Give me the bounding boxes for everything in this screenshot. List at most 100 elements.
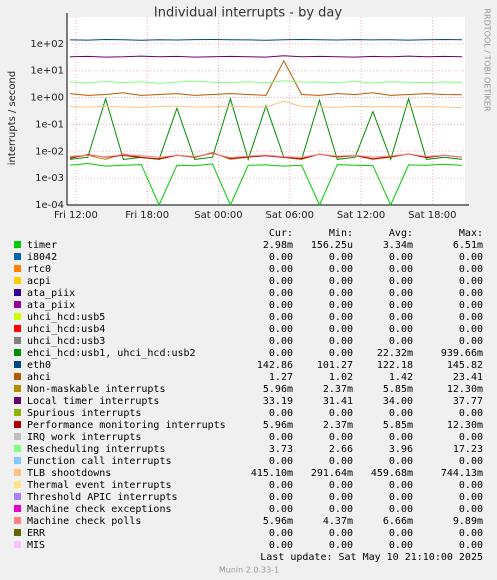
plot-area: [67, 17, 465, 205]
legend-label: IRQ work interrupts: [27, 432, 141, 443]
legend-value: 0.00: [389, 288, 413, 299]
legend-value: 0.00: [269, 492, 293, 503]
legend-value: 0.00: [459, 528, 483, 539]
legend-value: 0.00: [269, 336, 293, 347]
legend-value: 0.00: [269, 432, 293, 443]
legend-value: 6.51m: [453, 240, 483, 251]
legend-value: 0.00: [459, 324, 483, 335]
legend-swatch: [14, 505, 21, 512]
legend-value: 0.00: [269, 264, 293, 275]
y-tick-label: 1e-04: [35, 200, 64, 211]
legend-value: 122.18: [377, 360, 413, 371]
legend-swatch: [14, 421, 21, 428]
legend-value: 0.00: [329, 504, 353, 515]
last-update: Last update: Sat May 10 21:10:00 2025: [260, 552, 483, 563]
legend-header: Cur:: [269, 228, 293, 239]
legend-label: ata_piix: [27, 288, 75, 299]
legend-value: 2.37m: [323, 384, 353, 395]
legend-swatch: [14, 445, 21, 452]
legend-value: 0.00: [269, 288, 293, 299]
legend-value: 1.02: [329, 372, 353, 383]
x-tick-label: Sat 12:00: [337, 210, 385, 221]
legend-value: 1.27: [269, 372, 293, 383]
legend-value: 0.00: [329, 492, 353, 503]
legend-value: 3.34m: [383, 240, 413, 251]
legend-header: Max:: [459, 228, 483, 239]
legend-label: i8042: [27, 252, 57, 263]
legend-value: 0.00: [459, 312, 483, 323]
legend-value: 0.00: [389, 300, 413, 311]
legend-value: 3.96: [389, 444, 413, 455]
legend-swatch: [14, 313, 21, 320]
legend-value: 9.89m: [453, 516, 483, 527]
x-tick-label: Fri 18:00: [125, 210, 169, 221]
legend-swatch: [14, 325, 21, 332]
legend-value: 101.27: [317, 360, 353, 371]
legend-value: 5.96m: [263, 420, 293, 431]
legend-swatch: [14, 481, 21, 488]
legend-value: 0.00: [459, 480, 483, 491]
series-line: [69, 80, 463, 84]
legend-swatch: [14, 409, 21, 416]
legend-value: 0.00: [329, 408, 353, 419]
legend-label: ata_piix: [27, 300, 75, 311]
legend-value: 0.00: [329, 540, 353, 551]
series-line: [69, 153, 463, 159]
y-tick-label: 1e+01: [30, 66, 64, 77]
legend-value: 0.00: [269, 276, 293, 287]
series-line: [69, 55, 463, 58]
legend-value: 0.00: [269, 540, 293, 551]
series-line: [69, 162, 463, 207]
legend-value: 0.00: [329, 252, 353, 263]
y-axis-label: interrupts / second: [7, 71, 18, 165]
legend-value: 0.00: [329, 276, 353, 287]
legend-swatch: [14, 457, 21, 464]
legend-value: 0.00: [389, 336, 413, 347]
legend-value: 0.00: [389, 252, 413, 263]
legend-value: 0.00: [329, 528, 353, 539]
legend-value: 0.00: [459, 456, 483, 467]
y-tick-label: 1e-03: [35, 173, 64, 184]
legend-value: 0.00: [459, 504, 483, 515]
legend-value: 0.00: [389, 264, 413, 275]
y-tick-label: 1e-02: [35, 146, 64, 157]
legend-label: ERR: [27, 528, 46, 539]
legend-value: 17.23: [453, 444, 483, 455]
legend-swatch: [14, 385, 21, 392]
legend-value: 34.00: [383, 396, 413, 407]
legend-value: 156.25u: [311, 240, 353, 251]
legend-value: 291.64m: [311, 468, 353, 479]
x-tick-label: Sat 06:00: [266, 210, 314, 221]
x-tick-label: Sat 18:00: [408, 210, 456, 221]
legend-value: 0.00: [269, 300, 293, 311]
legend-label: Performance monitoring interrupts: [27, 420, 226, 431]
legend-value: 0.00: [389, 276, 413, 287]
legend-label: rtc0: [27, 264, 51, 275]
x-tick-label: Fri 12:00: [54, 210, 98, 221]
legend-swatch: [14, 265, 21, 272]
legend-value: 31.41: [323, 396, 353, 407]
x-tick-label: Sat 00:00: [194, 210, 242, 221]
legend-value: 12.30m: [447, 420, 483, 431]
legend-value: 5.96m: [263, 516, 293, 527]
legend-swatch: [14, 241, 21, 248]
legend-value: 3.73: [269, 444, 293, 455]
legend-value: 0.00: [459, 432, 483, 443]
legend-value: 0.00: [459, 540, 483, 551]
y-tick-label: 1e+00: [30, 93, 64, 104]
legend-label: Threshold APIC interrupts: [27, 492, 178, 503]
legend-label: uhci_hcd:usb5: [27, 312, 105, 323]
legend-label: timer: [27, 240, 57, 251]
legend-swatch: [14, 373, 21, 380]
legend-value: 0.00: [389, 432, 413, 443]
legend-value: 23.41: [453, 372, 483, 383]
legend-label: MIS: [27, 540, 45, 551]
legend-header: Avg:: [389, 228, 413, 239]
legend-value: 0.00: [459, 288, 483, 299]
legend-value: 0.00: [459, 300, 483, 311]
legend-value: 0.00: [389, 456, 413, 467]
legend-value: 0.00: [389, 408, 413, 419]
legend-label: Non-maskable interrupts: [27, 384, 165, 395]
legend-value: 0.00: [389, 540, 413, 551]
legend-swatch: [14, 253, 21, 260]
